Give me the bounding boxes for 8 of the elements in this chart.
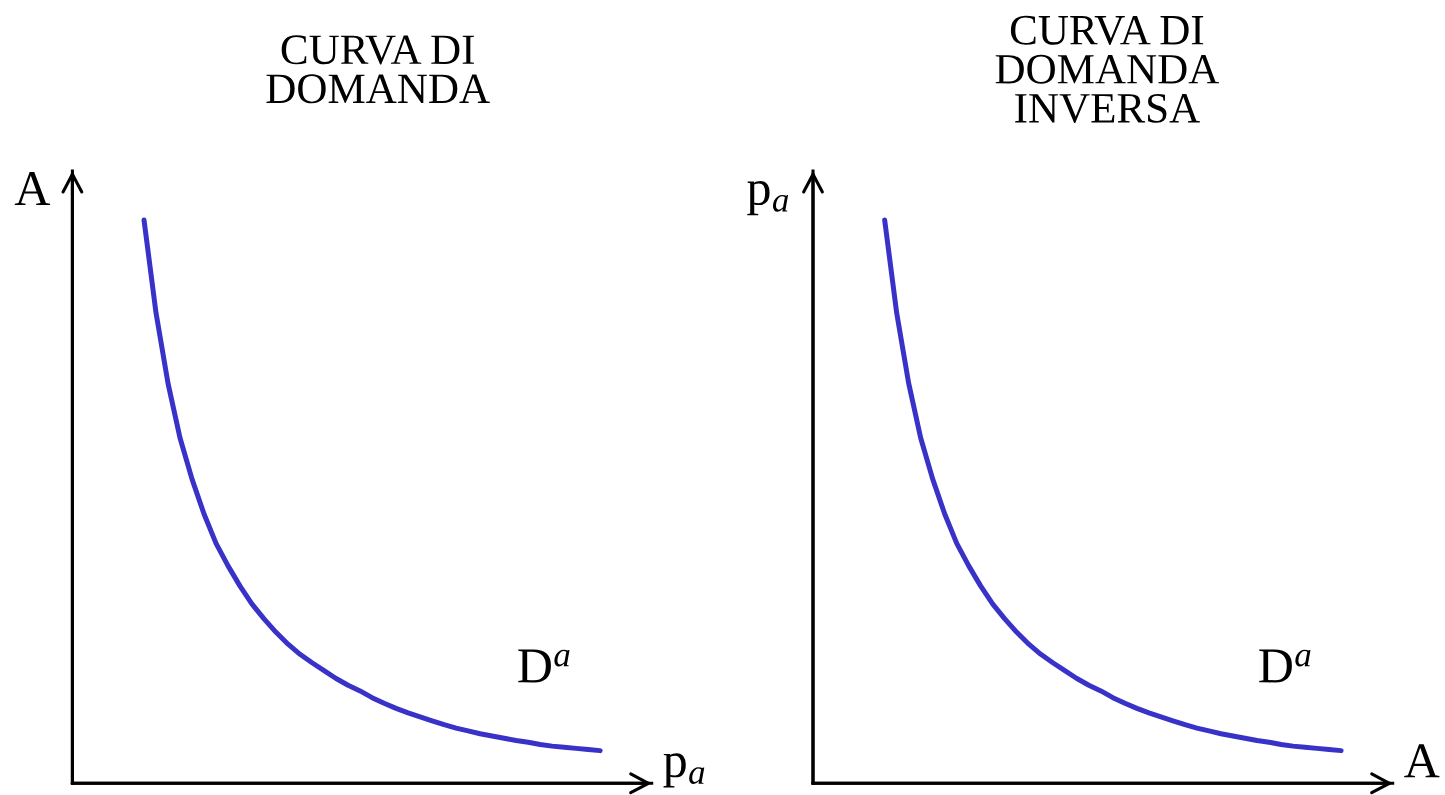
series-label: D$^{a}$ [518,649,570,683]
series-label: D$^{a}$ [1259,649,1311,683]
chart-title: CURVA DI DOMANDA INVERSA [995,15,1220,124]
y-axis-title: A [14,171,51,205]
chart-title: CURVA DI DOMANDA [266,35,490,104]
x-axis-title: A [1404,744,1440,778]
x-axis-title: p$_{a}$ [663,753,705,788]
y-axis-title: p$_{a}$ [747,181,789,216]
